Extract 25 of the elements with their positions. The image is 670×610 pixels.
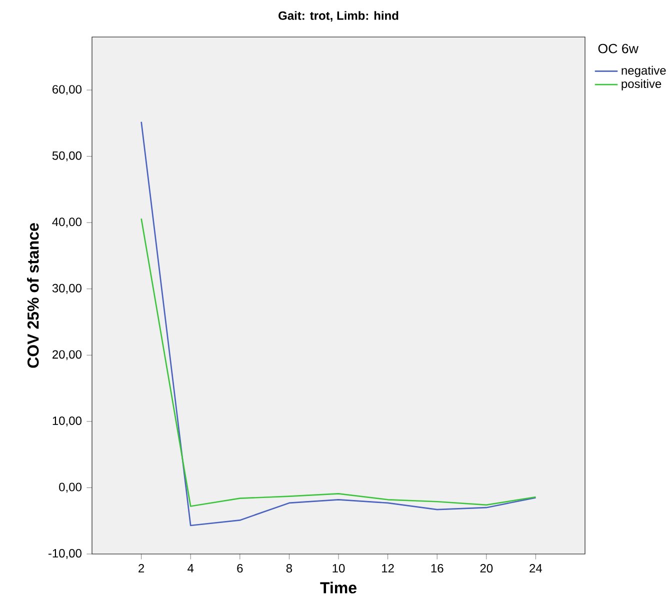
x-tick-label: 24 — [530, 564, 542, 572]
y-tick-label: 50,00 — [52, 151, 82, 162]
x-tick-label: 10 — [332, 564, 345, 573]
y-axis-title: COV 25% of stance — [27, 223, 39, 368]
y-tick-label: 40,00 — [52, 218, 82, 228]
x-tick-label: 2 — [138, 564, 144, 572]
legend-label: negative — [622, 66, 666, 78]
x-axis-title: Time — [320, 582, 356, 594]
x-tick-label: 16 — [431, 564, 444, 573]
x-tick-label: 6 — [237, 564, 243, 573]
y-tick-label: 10,00 — [52, 416, 82, 426]
x-tick-label: 4 — [188, 564, 194, 572]
y-tick-label: 30,00 — [52, 284, 82, 294]
x-tick-label: 8 — [286, 564, 292, 573]
chart-title: Gait: trot, Limb: hind — [278, 11, 398, 22]
y-tick-label: 0,00 — [59, 482, 82, 493]
legend-title: OC 6w — [598, 44, 638, 54]
x-tick-label: 20 — [480, 564, 493, 573]
x-tick-label: 12 — [382, 564, 394, 572]
legend-label: positive — [622, 79, 662, 90]
line-series — [140, 218, 536, 507]
y-tick-label: 60,00 — [52, 85, 82, 95]
y-tick-label: -10,00 — [48, 549, 82, 559]
line-series — [140, 121, 536, 526]
y-tick-label: 20,00 — [52, 350, 82, 360]
